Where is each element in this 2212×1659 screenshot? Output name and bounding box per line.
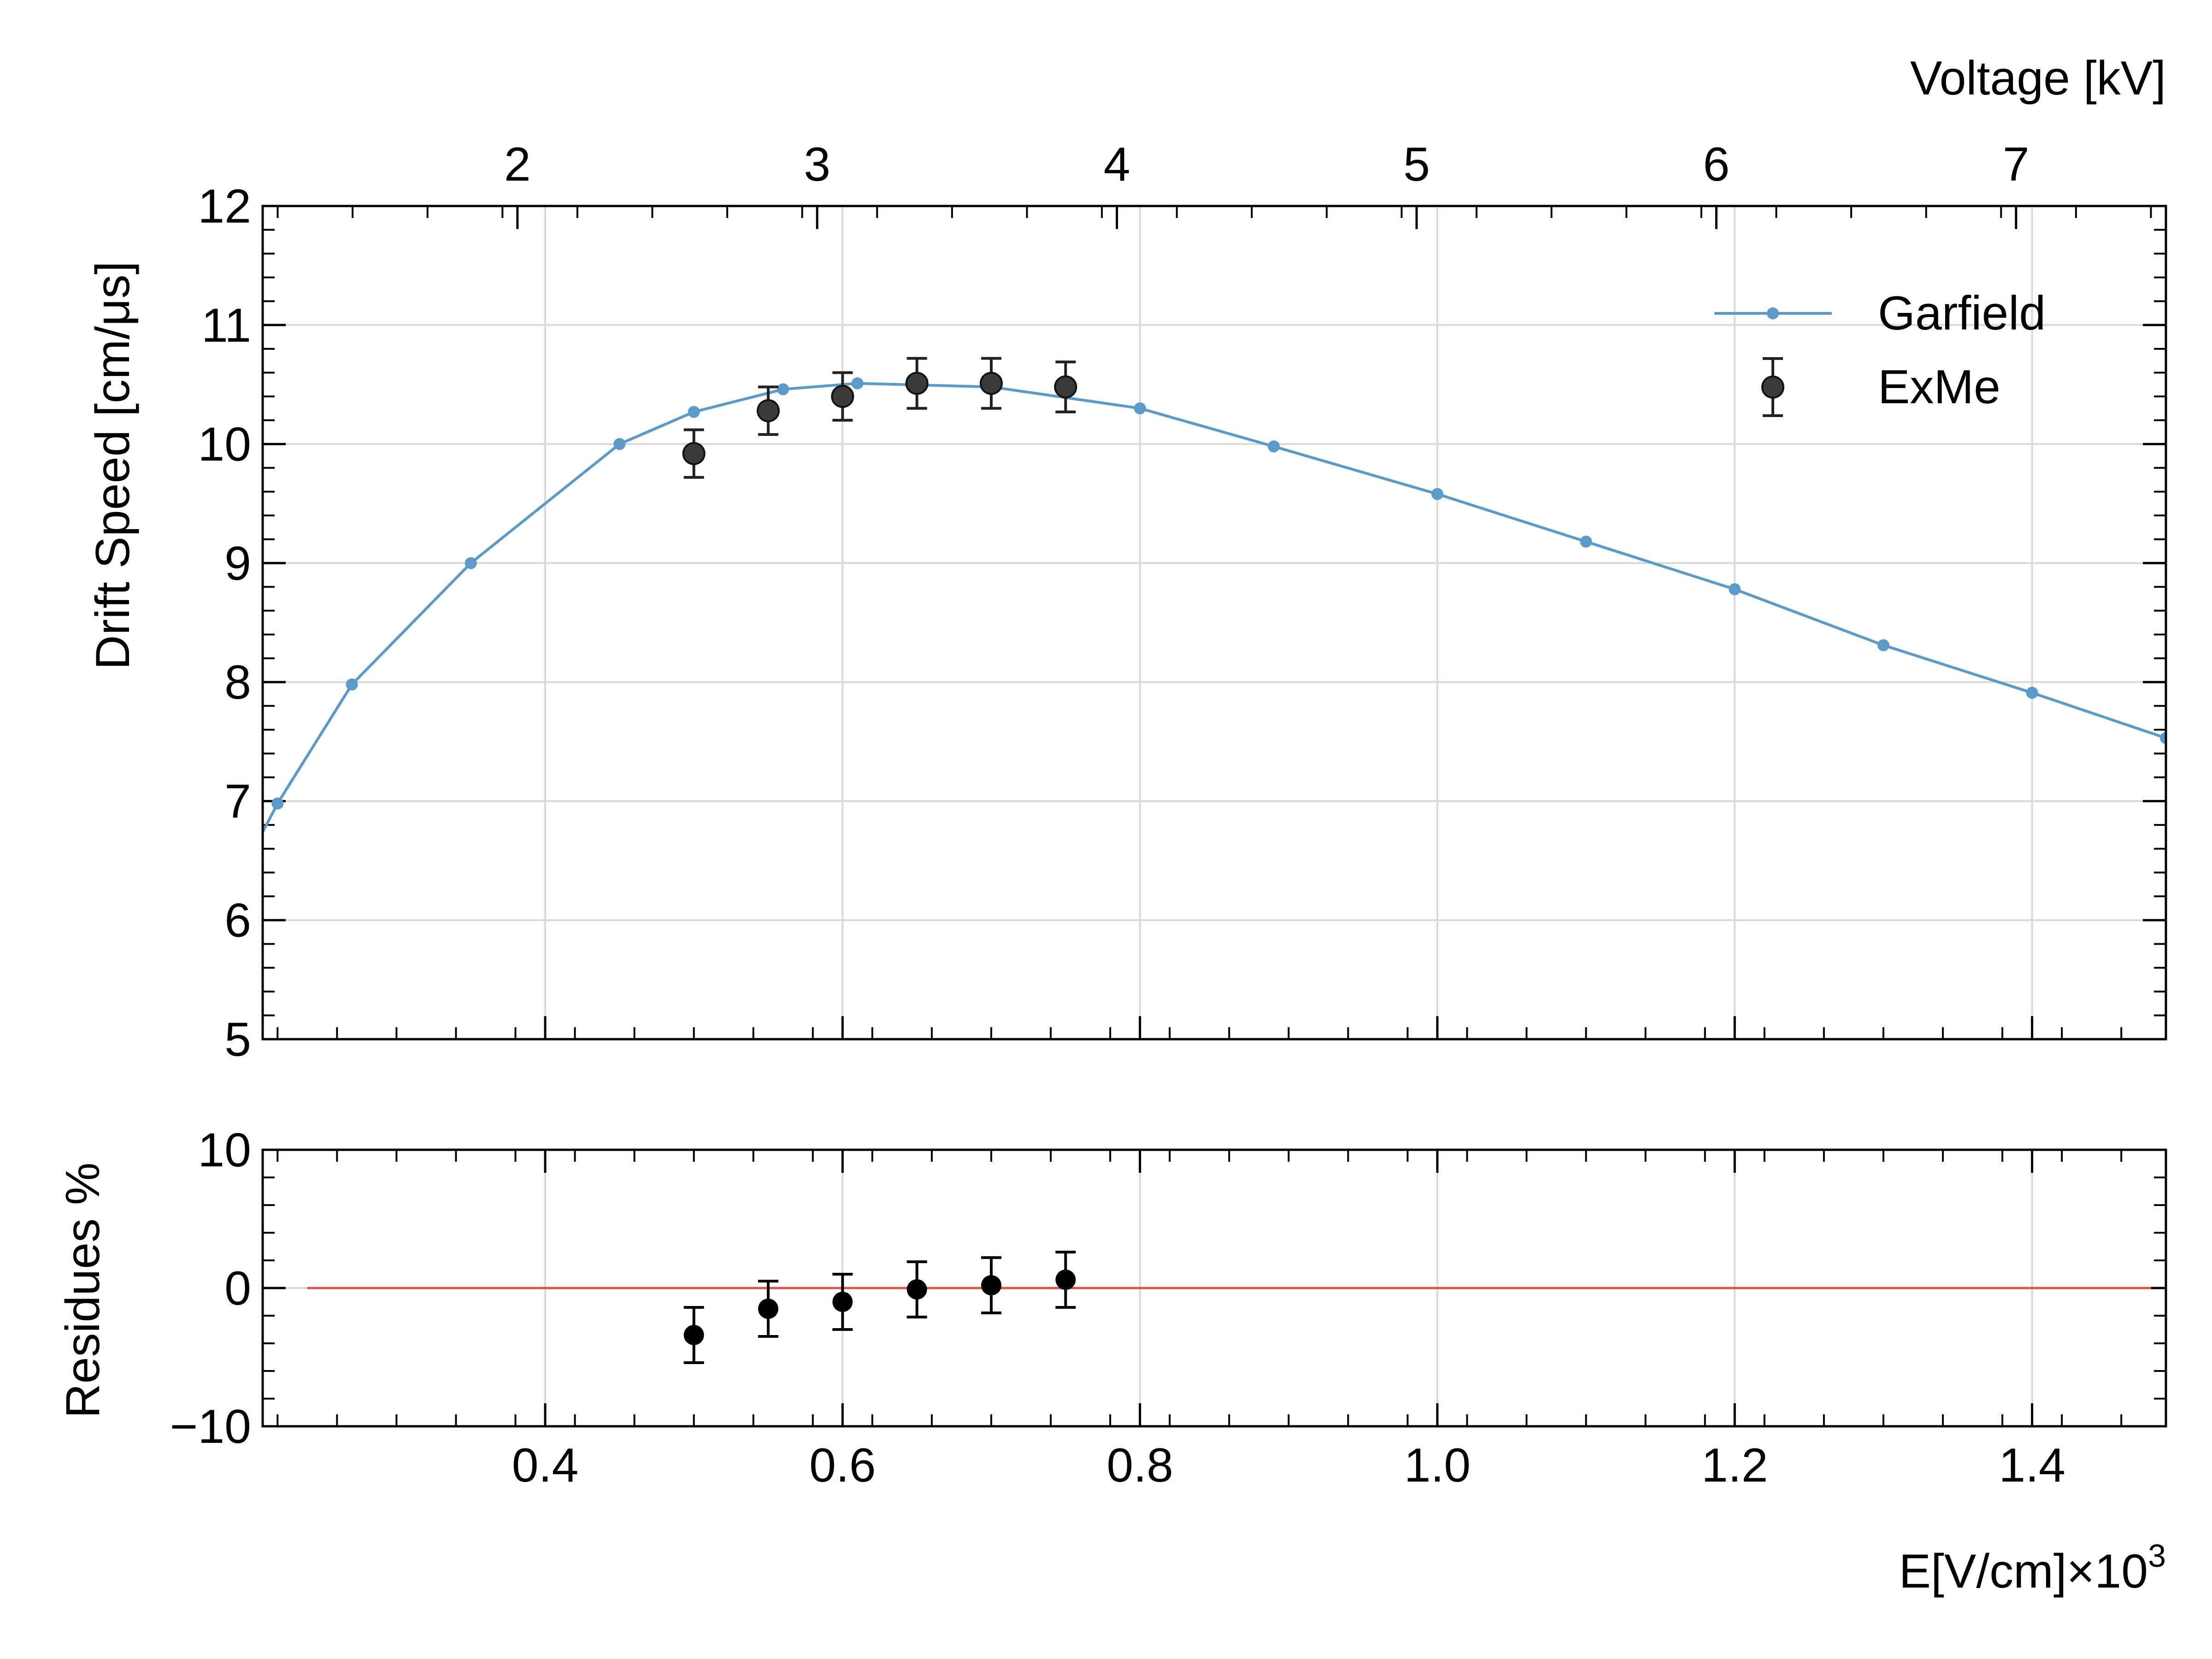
garfield-point: [2160, 732, 2166, 744]
top-ytick-label: 8: [224, 656, 251, 709]
garfield-point: [1134, 402, 1146, 415]
bottom-ytick-labels: −10 0 10: [170, 1124, 251, 1453]
residue-point: [683, 1325, 704, 1345]
bottom-ytick-label: 0: [224, 1262, 251, 1315]
legend-item-exme: ExMe: [1761, 357, 2000, 417]
bottom-xtick-label: 1.2: [1701, 1439, 1768, 1492]
top-ytick-label: 10: [198, 418, 251, 471]
top-ytick-label: 9: [224, 537, 251, 590]
garfield-series-points: [271, 377, 2166, 810]
top-xlabel-voltage: Voltage [kV]: [1910, 52, 2166, 105]
exme-point: [757, 399, 780, 423]
exme-point: [831, 385, 854, 408]
bottom-ytick-label: 10: [198, 1124, 251, 1177]
legend-garfield-marker: [1767, 307, 1779, 319]
garfield-point: [1431, 488, 1443, 500]
exme-series-points: [682, 357, 1077, 479]
exme-point: [905, 371, 929, 395]
bottom-xtick-label: 0.4: [512, 1439, 579, 1492]
residue-point: [1055, 1270, 1076, 1290]
garfield-point: [271, 797, 284, 810]
top-voltage-tick-label: 6: [1703, 138, 1730, 191]
top-panel: 5 6 7 8 9 10 11 12 2 3 4 5 6 7 Drift Speed [cm/μs] V…: [86, 52, 2167, 1066]
legend-exme-marker: [1761, 376, 1784, 399]
top-grid: [263, 206, 2166, 1039]
garfield-point: [346, 678, 358, 691]
garfield-point: [1268, 440, 1280, 453]
bottom-xtick-label: 1.4: [1999, 1439, 2065, 1492]
garfield-point: [851, 377, 864, 389]
bottom-xlabel-exponent: 3: [2148, 1538, 2166, 1574]
legend-item-garfield: Garfield: [1714, 287, 2046, 340]
top-voltage-tick-label: 3: [804, 138, 830, 191]
garfield-point: [1729, 583, 1741, 595]
residue-series-points: [683, 1251, 1076, 1364]
garfield-point: [777, 383, 789, 395]
legend-exme-label: ExMe: [1878, 360, 2000, 414]
top-plot-frame: [261, 205, 2167, 1041]
bottom-xlabel: E[V/cm]×103: [1899, 1538, 2166, 1598]
garfield-point: [1877, 639, 1889, 652]
top-voltage-tick-label: 2: [504, 138, 531, 191]
bottom-ylabel: Residues %: [56, 1163, 110, 1418]
top-voltage-tick-label: 7: [2003, 138, 2030, 191]
garfield-point: [1580, 535, 1592, 548]
bottom-xtick-label: 0.6: [809, 1439, 876, 1492]
top-voltage-tick-label: 4: [1104, 138, 1130, 191]
top-ytick-label: 12: [198, 180, 251, 233]
bottom-ytick-label: −10: [170, 1400, 251, 1453]
residue-point: [906, 1279, 927, 1300]
top-ytick-label: 6: [224, 894, 251, 947]
exme-point: [682, 442, 706, 465]
top-ytick-labels: 5 6 7 8 9 10 11 12: [198, 180, 251, 1066]
bottom-xtick-label: 0.8: [1106, 1439, 1173, 1492]
garfield-point: [2026, 687, 2038, 699]
top-voltage-tick-label: 5: [1403, 138, 1430, 191]
top-ytick-label: 11: [201, 299, 251, 352]
exme-point: [1054, 375, 1077, 399]
top-ytick-label: 5: [224, 1013, 251, 1066]
bottom-xtick-labels: 0.4 0.6 0.8 1.0 1.2 1.4: [512, 1439, 2065, 1492]
bottom-ticks: [263, 1148, 2166, 1428]
legend-garfield-label: Garfield: [1878, 287, 2046, 340]
bottom-plot-frame: [261, 1148, 2167, 1428]
bottom-xlabel-main: E[V/cm]×10: [1899, 1545, 2148, 1598]
exme-point: [980, 371, 1003, 395]
top-ylabel: Drift Speed [cm/μs]: [86, 261, 140, 670]
bottom-xtick-label: 1.0: [1404, 1439, 1471, 1492]
top-ytick-label: 7: [224, 775, 251, 828]
garfield-point: [465, 557, 477, 569]
residue-point: [758, 1299, 779, 1319]
garfield-point: [688, 406, 700, 418]
bottom-panel: −10 0 10 0.4 0.6 0.8 1.0 1.2 1.4 Residues % E[V…: [56, 1124, 2167, 1598]
residue-point: [832, 1292, 853, 1312]
garfield-point: [613, 438, 626, 450]
top-voltage-tick-labels: 2 3 4 5 6 7: [504, 138, 2030, 191]
residue-point: [981, 1275, 1002, 1295]
legend: Garfield ExMe: [1714, 287, 2046, 417]
